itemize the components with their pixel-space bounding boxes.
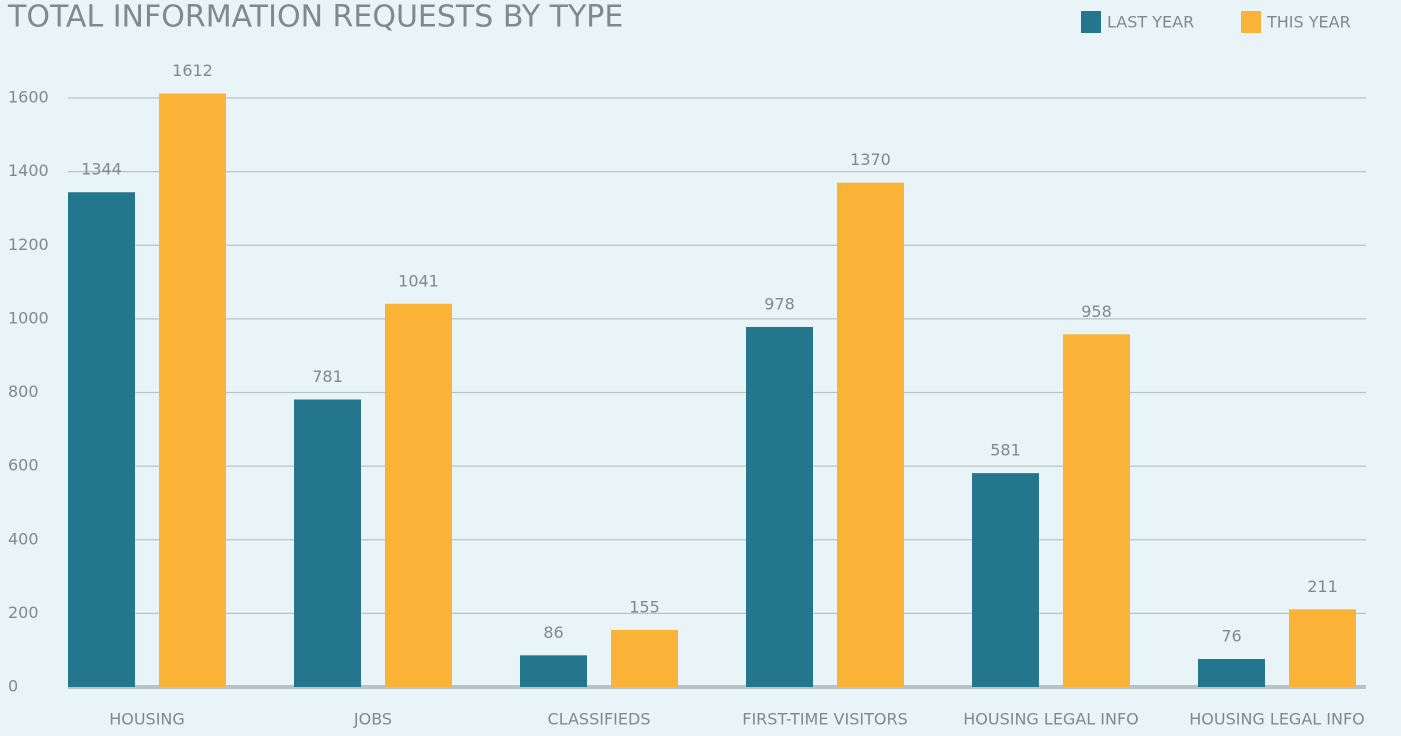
value-label: 581: [990, 441, 1021, 460]
bar: [294, 399, 361, 687]
bar: [520, 655, 587, 687]
value-label: 958: [1081, 302, 1112, 321]
x-tick-label: FIRST-TIME VISITORS: [742, 710, 907, 729]
bar: [972, 473, 1039, 687]
value-label: 86: [543, 623, 563, 642]
value-label: 1041: [398, 271, 439, 290]
value-label: 155: [629, 597, 660, 616]
bar: [1063, 334, 1130, 687]
bar: [68, 192, 135, 688]
value-label: 1344: [81, 160, 122, 179]
bar: [1198, 659, 1265, 687]
bar: [1289, 609, 1356, 687]
legend-label: THIS YEAR: [1266, 13, 1351, 32]
y-tick-label: 400: [8, 529, 39, 548]
value-label: 978: [764, 294, 795, 313]
bar: [746, 326, 813, 687]
value-label: 1370: [850, 150, 891, 169]
value-label: 1612: [172, 61, 213, 80]
bar: [837, 182, 904, 687]
chart-title: TOTAL INFORMATION REQUESTS BY TYPE: [7, 0, 623, 35]
value-label: 781: [312, 367, 343, 386]
bar: [159, 93, 226, 687]
y-tick-label: 0: [8, 677, 18, 696]
y-tick-label: 600: [8, 456, 39, 475]
x-tick-label: HOUSING: [109, 710, 185, 729]
value-label: 211: [1307, 577, 1338, 596]
y-tick-label: 1600: [8, 88, 49, 107]
bar: [611, 629, 678, 687]
y-tick-label: 1400: [8, 161, 49, 180]
legend-swatch: [1241, 11, 1261, 33]
y-tick-label: 200: [8, 603, 39, 622]
x-tick-label: HOUSING LEGAL INFO: [1189, 710, 1365, 729]
x-tick-label: CLASSIFIEDS: [548, 710, 651, 729]
x-tick-label: HOUSING LEGAL INFO: [963, 710, 1139, 729]
y-tick-label: 1000: [8, 308, 49, 327]
bar: [385, 303, 452, 687]
legend-swatch: [1081, 11, 1101, 33]
y-tick-label: 1200: [8, 235, 49, 254]
value-label: 76: [1221, 627, 1241, 646]
legend-label: LAST YEAR: [1107, 13, 1194, 32]
x-tick-label: JOBS: [353, 710, 392, 729]
y-tick-label: 800: [8, 382, 39, 401]
